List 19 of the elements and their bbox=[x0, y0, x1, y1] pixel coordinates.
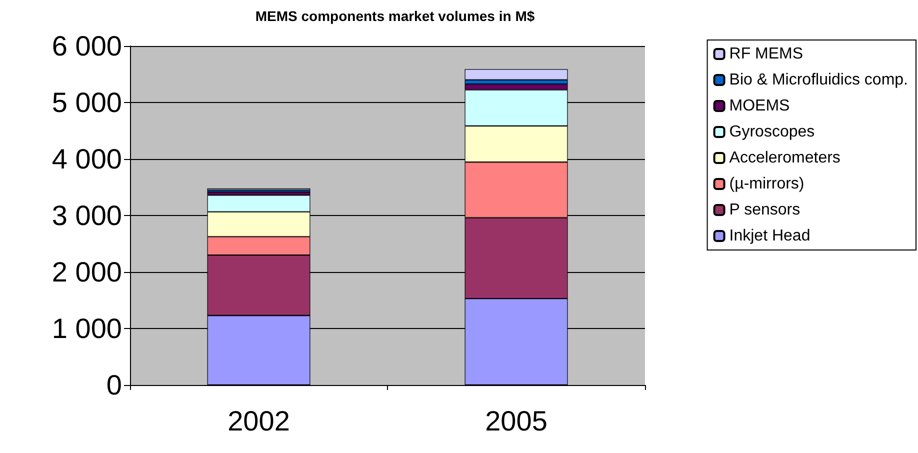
chart-title: MEMS components market volumes in M$ bbox=[255, 8, 535, 24]
y-tick-label: 4 000 bbox=[52, 144, 122, 174]
legend-label: Bio & Microfluidics comp. bbox=[729, 72, 908, 88]
legend-label: P sensors bbox=[729, 202, 800, 218]
y-tick-label: 1 000 bbox=[52, 313, 122, 344]
legend-label: RF MEMS bbox=[729, 46, 804, 62]
legend-label: Gyroscopes bbox=[729, 124, 815, 140]
y-tick-label: 6 000 bbox=[52, 30, 122, 62]
y-tick-label: 0 bbox=[106, 370, 122, 400]
legend-label: MOEMS bbox=[729, 98, 790, 114]
legend-label: (µ-mirrors) bbox=[729, 176, 804, 192]
x-tick-label: 2002 bbox=[228, 406, 290, 436]
legend-label: Accelerometers bbox=[729, 150, 840, 166]
legend-label: Inkjet Head bbox=[729, 228, 810, 244]
y-tick-label: 3 000 bbox=[52, 200, 122, 231]
bar bbox=[464, 69, 568, 80]
x-tick-label: 2005 bbox=[485, 406, 548, 436]
y-tick-label: 2 000 bbox=[52, 256, 122, 288]
y-tick-label: 5 000 bbox=[52, 87, 122, 118]
